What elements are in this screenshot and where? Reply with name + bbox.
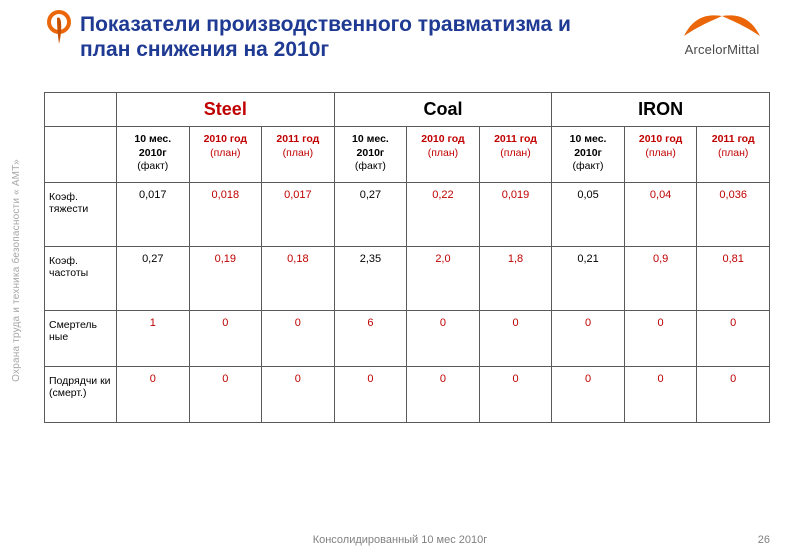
group-steel: Steel bbox=[117, 93, 335, 127]
cell: 0,017 bbox=[262, 183, 335, 247]
cell: 0,27 bbox=[117, 247, 190, 311]
brand: ArcelorMittal bbox=[674, 14, 770, 57]
table-row: Подрядчи ки (смерт.)000000000 bbox=[45, 367, 770, 423]
cell: 0,017 bbox=[117, 183, 190, 247]
cell: 6 bbox=[334, 311, 407, 367]
row-label: Коэф. частоты bbox=[45, 247, 117, 311]
cell: 0 bbox=[624, 311, 697, 367]
cell: 0,05 bbox=[552, 183, 625, 247]
cell: 1,8 bbox=[479, 247, 552, 311]
sub-plan: 2010 год(план) bbox=[189, 127, 262, 183]
sub-plan: 2010 год(план) bbox=[407, 127, 480, 183]
data-table: Steel Coal IRON 10 мес. 2010г(факт) 2010… bbox=[44, 92, 770, 423]
cell: 0,9 bbox=[624, 247, 697, 311]
cell: 0,04 bbox=[624, 183, 697, 247]
cell: 0,19 bbox=[189, 247, 262, 311]
side-label: Охрана труда и техника безопасности « АМ… bbox=[6, 90, 26, 450]
cell: 0,018 bbox=[189, 183, 262, 247]
cell: 0 bbox=[262, 367, 335, 423]
table-row: Коэф. частоты0,270,190,182,352,01,80,210… bbox=[45, 247, 770, 311]
cell: 0,18 bbox=[262, 247, 335, 311]
footer-text: Консолидированный 10 мес 2010г bbox=[0, 534, 800, 546]
cell: 0,27 bbox=[334, 183, 407, 247]
title-wrap: Показатели производственного травматизма… bbox=[44, 12, 600, 62]
cell: 0 bbox=[189, 311, 262, 367]
row-label: Подрядчи ки (смерт.) bbox=[45, 367, 117, 423]
cell: 0 bbox=[479, 367, 552, 423]
sub-fact: 10 мес. 2010г(факт) bbox=[552, 127, 625, 183]
cell: 0 bbox=[552, 367, 625, 423]
cell: 0 bbox=[407, 311, 480, 367]
row-label: Коэф. тяжести bbox=[45, 183, 117, 247]
cell: 2,0 bbox=[407, 247, 480, 311]
table-wrap: Steel Coal IRON 10 мес. 2010г(факт) 2010… bbox=[44, 92, 770, 423]
left-logo-icon bbox=[44, 10, 74, 48]
sub-plan: 2010 год(план) bbox=[624, 127, 697, 183]
blank-cell bbox=[45, 127, 117, 183]
cell: 0,036 bbox=[697, 183, 770, 247]
group-coal: Coal bbox=[334, 93, 552, 127]
side-label-text: Охрана труда и техника безопасности « АМ… bbox=[11, 159, 22, 382]
cell: 0 bbox=[552, 311, 625, 367]
brand-logo-icon bbox=[674, 14, 770, 40]
group-iron: IRON bbox=[552, 93, 770, 127]
table-row: Коэф. тяжести0,0170,0180,0170,270,220,01… bbox=[45, 183, 770, 247]
cell: 0 bbox=[117, 367, 190, 423]
cell: 0,019 bbox=[479, 183, 552, 247]
table-row: Смертель ные100600000 bbox=[45, 311, 770, 367]
sub-header-row: 10 мес. 2010г(факт) 2010 год(план) 2011 … bbox=[45, 127, 770, 183]
sub-plan2: 2011 год(план) bbox=[262, 127, 335, 183]
page-number: 26 bbox=[758, 534, 770, 546]
cell: 0,81 bbox=[697, 247, 770, 311]
group-header-row: Steel Coal IRON bbox=[45, 93, 770, 127]
cell: 2,35 bbox=[334, 247, 407, 311]
cell: 0,22 bbox=[407, 183, 480, 247]
cell: 0 bbox=[697, 311, 770, 367]
cell: 0,21 bbox=[552, 247, 625, 311]
cell: 0 bbox=[334, 367, 407, 423]
cell: 0 bbox=[624, 367, 697, 423]
sub-fact: 10 мес. 2010г(факт) bbox=[117, 127, 190, 183]
blank-cell bbox=[45, 93, 117, 127]
sub-plan2: 2011 год(план) bbox=[697, 127, 770, 183]
sub-plan2: 2011 год(план) bbox=[479, 127, 552, 183]
cell: 0 bbox=[697, 367, 770, 423]
cell: 1 bbox=[117, 311, 190, 367]
cell: 0 bbox=[479, 311, 552, 367]
header: Показатели производственного травматизма… bbox=[44, 12, 770, 62]
brand-text: ArcelorMittal bbox=[685, 42, 760, 57]
cell: 0 bbox=[407, 367, 480, 423]
cell: 0 bbox=[189, 367, 262, 423]
row-label: Смертель ные bbox=[45, 311, 117, 367]
table-body: Коэф. тяжести0,0170,0180,0170,270,220,01… bbox=[45, 183, 770, 423]
cell: 0 bbox=[262, 311, 335, 367]
page-title: Показатели производственного травматизма… bbox=[80, 12, 600, 62]
slide: Охрана труда и техника безопасности « АМ… bbox=[0, 0, 800, 554]
sub-fact: 10 мес. 2010г(факт) bbox=[334, 127, 407, 183]
